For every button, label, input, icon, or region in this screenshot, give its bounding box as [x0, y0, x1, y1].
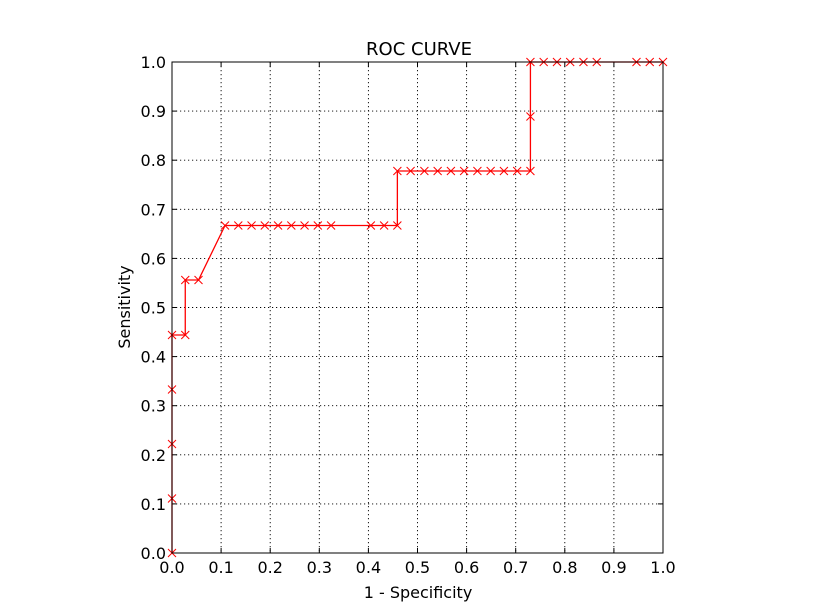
y-tick-label: 0.2 — [141, 446, 166, 465]
x-tick-label: 0.5 — [405, 558, 430, 577]
roc-point-marker — [313, 221, 323, 230]
y-tick-label: 0.9 — [141, 102, 166, 121]
roc-point-marker — [393, 221, 402, 230]
roc-point-marker — [499, 166, 509, 176]
chart-title: ROC CURVE — [366, 39, 472, 60]
roc-point-marker — [420, 166, 429, 176]
roc-point-marker — [180, 330, 190, 340]
y-tick-label: 0.0 — [141, 544, 166, 563]
y-tick-label: 1.0 — [141, 53, 166, 72]
roc-point-marker — [459, 166, 469, 176]
roc-point-marker — [526, 112, 535, 121]
roc-point-marker — [247, 221, 256, 230]
grid — [171, 61, 664, 554]
roc-point-marker — [393, 166, 402, 176]
y-tick-label: 0.3 — [141, 397, 166, 416]
x-tick-label: 0.1 — [208, 558, 233, 577]
x-tick-label: 0.0 — [159, 558, 184, 577]
roc-point-marker — [406, 166, 415, 176]
roc-point-marker — [300, 221, 309, 230]
x-axis-label: 1 - Specificity — [364, 583, 473, 602]
roc-point-marker — [233, 221, 243, 230]
x-tick-label: 0.9 — [601, 558, 626, 577]
y-tick-label: 0.5 — [141, 299, 166, 318]
x-tick-label: 0.4 — [356, 558, 381, 577]
y-tick-label: 0.7 — [141, 200, 166, 219]
roc-point-marker — [512, 166, 522, 176]
roc-point-marker — [446, 166, 456, 176]
y-tick-label: 0.4 — [141, 348, 166, 367]
roc-point-marker — [366, 221, 376, 230]
roc-point-marker — [286, 221, 296, 230]
roc-point-marker — [194, 275, 203, 285]
x-tick-label: 0.2 — [257, 558, 282, 577]
plot-frame — [171, 61, 664, 554]
x-tick-label: 0.3 — [307, 558, 332, 577]
y-tick-label: 0.8 — [141, 151, 166, 170]
roc-point-marker — [260, 221, 270, 230]
roc-point-marker — [473, 166, 482, 176]
y-axis-label: Sensitivity — [115, 265, 134, 348]
x-tick-label: 1.0 — [650, 558, 675, 577]
roc-point-marker — [220, 221, 230, 230]
roc-point-marker — [273, 221, 283, 230]
roc-curve-line — [171, 61, 663, 553]
y-tick-label: 0.1 — [141, 495, 166, 514]
x-tick-label: 0.6 — [454, 558, 479, 577]
axis-ticks: 0.0 0.1 0.2 0.3 0.4 0.5 0.6 0.7 0.8 0.9 1.0 0.0 0.1 0… — [141, 53, 676, 577]
roc-point-marker — [379, 221, 389, 230]
roc-point-marker — [180, 275, 190, 285]
x-tick-label: 0.7 — [503, 558, 528, 577]
roc-point-marker — [326, 221, 336, 230]
x-tick-label: 0.8 — [552, 558, 577, 577]
roc-point-marker — [486, 166, 496, 176]
y-tick-label: 0.6 — [141, 249, 166, 268]
roc-point-marker — [433, 166, 442, 176]
roc-point-marker — [526, 166, 535, 176]
